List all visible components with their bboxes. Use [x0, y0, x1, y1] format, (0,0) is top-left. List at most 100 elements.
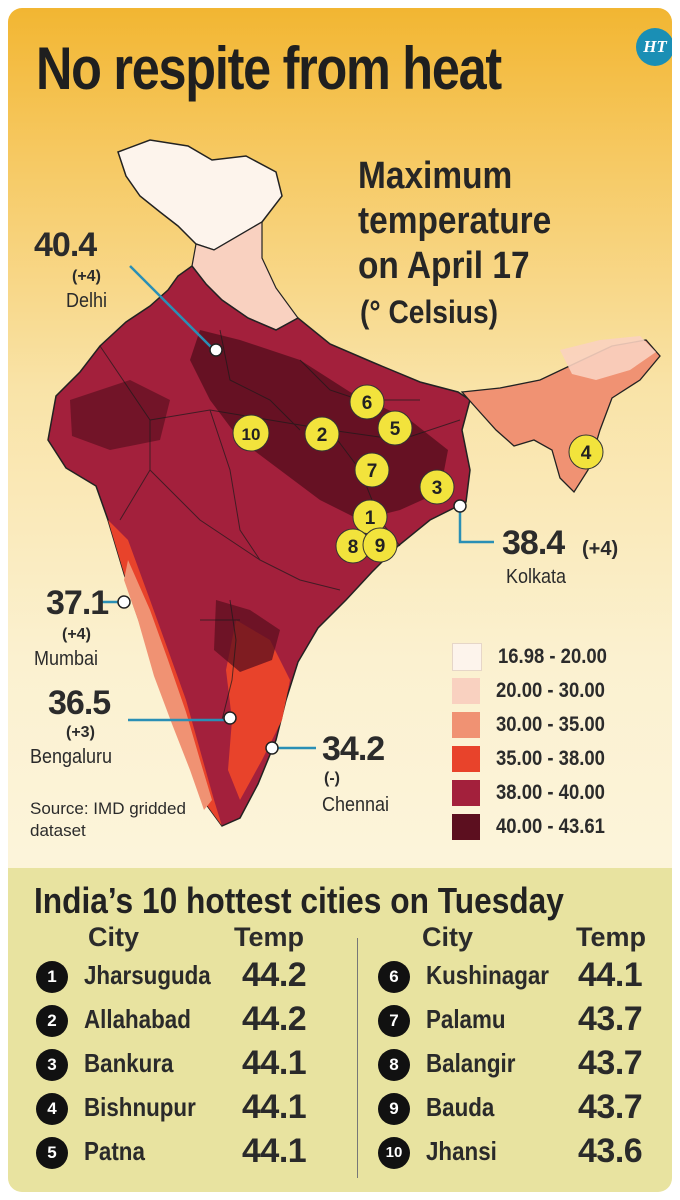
- bengaluru-temp: 36.5: [48, 684, 111, 722]
- legend-item: 16.98 - 20.00: [452, 640, 622, 674]
- city-name: Balangir: [426, 1048, 516, 1078]
- marker-6: 6: [349, 384, 385, 420]
- rank-badge: 3: [36, 1049, 68, 1081]
- svg-text:1: 1: [365, 508, 376, 529]
- col-city-right: City: [422, 922, 474, 952]
- legend-label: 20.00 - 30.00: [496, 679, 605, 702]
- legend-item: 20.00 - 30.00: [452, 674, 622, 708]
- city-temp: 43.7: [578, 1000, 643, 1038]
- col-temp-right: Temp: [576, 922, 647, 952]
- city-dot-chennai: [265, 741, 279, 755]
- city-temp: 43.7: [578, 1088, 643, 1126]
- table-title: India’s 10 hottest cities on Tuesday: [34, 880, 564, 921]
- legend-label: 16.98 - 20.00: [498, 645, 607, 668]
- svg-text:10: 10: [242, 425, 261, 444]
- rank-badge: 7: [378, 1005, 410, 1037]
- legend-swatch: [452, 746, 480, 772]
- bengaluru-change: (+3): [66, 724, 95, 741]
- legend: 16.98 - 20.00 20.00 - 30.00 30.00 - 35.0…: [452, 640, 622, 844]
- legend-label: 35.00 - 38.00: [496, 747, 605, 770]
- rank-badge: 4: [36, 1093, 68, 1125]
- hot-city-markers: 6 5 10 2 7 3 1 8 9 4: [232, 384, 604, 564]
- table-row: 8 Balangir 43.7: [378, 1044, 668, 1088]
- chennai-change: (-): [324, 770, 340, 787]
- rank-badge: 9: [378, 1093, 410, 1125]
- unit-label: (° Celsius): [360, 294, 499, 330]
- city-temp: 44.2: [242, 1000, 307, 1038]
- legend-swatch: [452, 643, 482, 671]
- legend-item: 40.00 - 43.61: [452, 810, 622, 844]
- table-row: 2 Allahabad 44.2: [36, 1000, 326, 1044]
- svg-text:9: 9: [375, 536, 386, 557]
- svg-text:5: 5: [390, 419, 401, 440]
- kolkata-label: Kolkata: [506, 566, 567, 588]
- legend-item: 30.00 - 35.00: [452, 708, 622, 742]
- marker-4: 4: [568, 434, 604, 470]
- col-temp-left: Temp: [234, 922, 305, 952]
- svg-text:3: 3: [432, 478, 443, 499]
- table-row: 3 Bankura 44.1: [36, 1044, 326, 1088]
- legend-swatch: [452, 712, 480, 738]
- rank-badge: 10: [378, 1137, 410, 1169]
- legend-item: 35.00 - 38.00: [452, 742, 622, 776]
- city-dots: [117, 343, 467, 755]
- region-deccan-dark: [214, 600, 280, 672]
- svg-text:2: 2: [317, 425, 328, 446]
- legend-label: 38.00 - 40.00: [496, 781, 605, 804]
- region-northeast-light: [560, 336, 656, 380]
- map-subtitle: Maximum temperature on April 17: [358, 155, 552, 287]
- city-dot-bengaluru: [223, 711, 237, 725]
- marker-9: 9: [362, 527, 398, 563]
- delhi-change: (+4): [72, 268, 101, 285]
- state-borders: [99, 329, 461, 721]
- mumbai-temp: 37.1: [46, 584, 109, 622]
- city-dot-delhi: [209, 343, 223, 357]
- chennai-label: Chennai: [322, 794, 390, 816]
- mumbai-label: Mumbai: [34, 648, 99, 670]
- city-name: Patna: [84, 1136, 145, 1166]
- delhi-label: Delhi: [66, 290, 108, 312]
- marker-7: 7: [354, 452, 390, 488]
- marker-3: 3: [419, 469, 455, 505]
- legend-item: 38.00 - 40.00: [452, 776, 622, 810]
- city-name: Bankura: [84, 1048, 174, 1078]
- table-row: 5 Patna 44.1: [36, 1132, 326, 1176]
- delhi-temp: 40.4: [34, 226, 97, 264]
- legend-swatch: [452, 780, 480, 806]
- mumbai-change: (+4): [62, 626, 91, 643]
- svg-text:4: 4: [581, 443, 592, 464]
- marker-1: 1: [352, 499, 388, 535]
- city-dot-kolkata: [453, 499, 467, 513]
- rank-badge: 5: [36, 1137, 68, 1169]
- city-temp: 44.1: [578, 956, 643, 994]
- city-temp: 44.1: [242, 1044, 307, 1082]
- city-temp: 43.6: [578, 1132, 643, 1170]
- rank-badge: 6: [378, 961, 410, 993]
- column-divider: [357, 938, 358, 1178]
- kolkata-temp: 38.4: [502, 524, 565, 562]
- svg-text:6: 6: [362, 393, 373, 414]
- city-temp: 43.7: [578, 1044, 643, 1082]
- marker-5: 5: [377, 410, 413, 446]
- table-row: 7 Palamu 43.7: [378, 1000, 668, 1044]
- page-title: No respite from heat: [36, 35, 502, 102]
- city-temp: 44.1: [242, 1088, 307, 1126]
- kolkata-change: (+4): [582, 538, 619, 560]
- rank-badge: 8: [378, 1049, 410, 1081]
- legend-swatch: [452, 814, 480, 840]
- marker-2: 2: [304, 416, 340, 452]
- region-southwest-light: [124, 560, 212, 810]
- table-row: 4 Bishnupur 44.1: [36, 1088, 326, 1132]
- col-city-left: City: [88, 922, 140, 952]
- marker-10: 10: [232, 414, 270, 452]
- legend-label: 30.00 - 35.00: [496, 713, 605, 736]
- rank-badge: 2: [36, 1005, 68, 1037]
- svg-text:7: 7: [367, 461, 378, 482]
- city-name: Kushinagar: [426, 960, 550, 990]
- bengaluru-label: Bengaluru: [30, 746, 113, 768]
- legend-label: 40.00 - 43.61: [496, 815, 605, 838]
- table-row: 1 Jharsuguda 44.2: [36, 956, 326, 1000]
- ht-logo: HT: [636, 28, 672, 66]
- city-name: Allahabad: [84, 1004, 191, 1034]
